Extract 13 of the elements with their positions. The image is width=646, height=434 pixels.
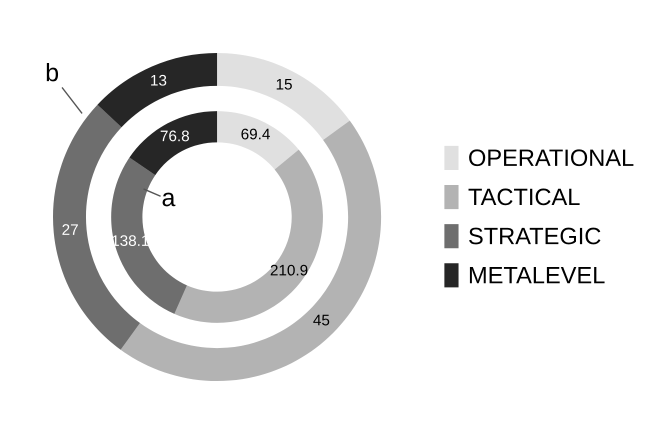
data-label: 13 <box>151 74 166 86</box>
data-label: 45 <box>313 314 330 326</box>
data-label: 76.8 <box>160 130 189 142</box>
legend-label: OPERATIONAL <box>469 149 634 166</box>
data-label: 69.4 <box>241 128 270 140</box>
legend-label: METALEVEL <box>470 267 605 284</box>
text: b <box>46 62 58 82</box>
text: a <box>162 192 176 206</box>
data-label: 15 <box>276 78 292 90</box>
legend-label: STRATEGIC <box>469 228 600 244</box>
legend-label: TACTICAL <box>468 188 580 206</box>
data-label: 27 <box>62 224 78 235</box>
data-label: 210.9 <box>270 264 308 276</box>
